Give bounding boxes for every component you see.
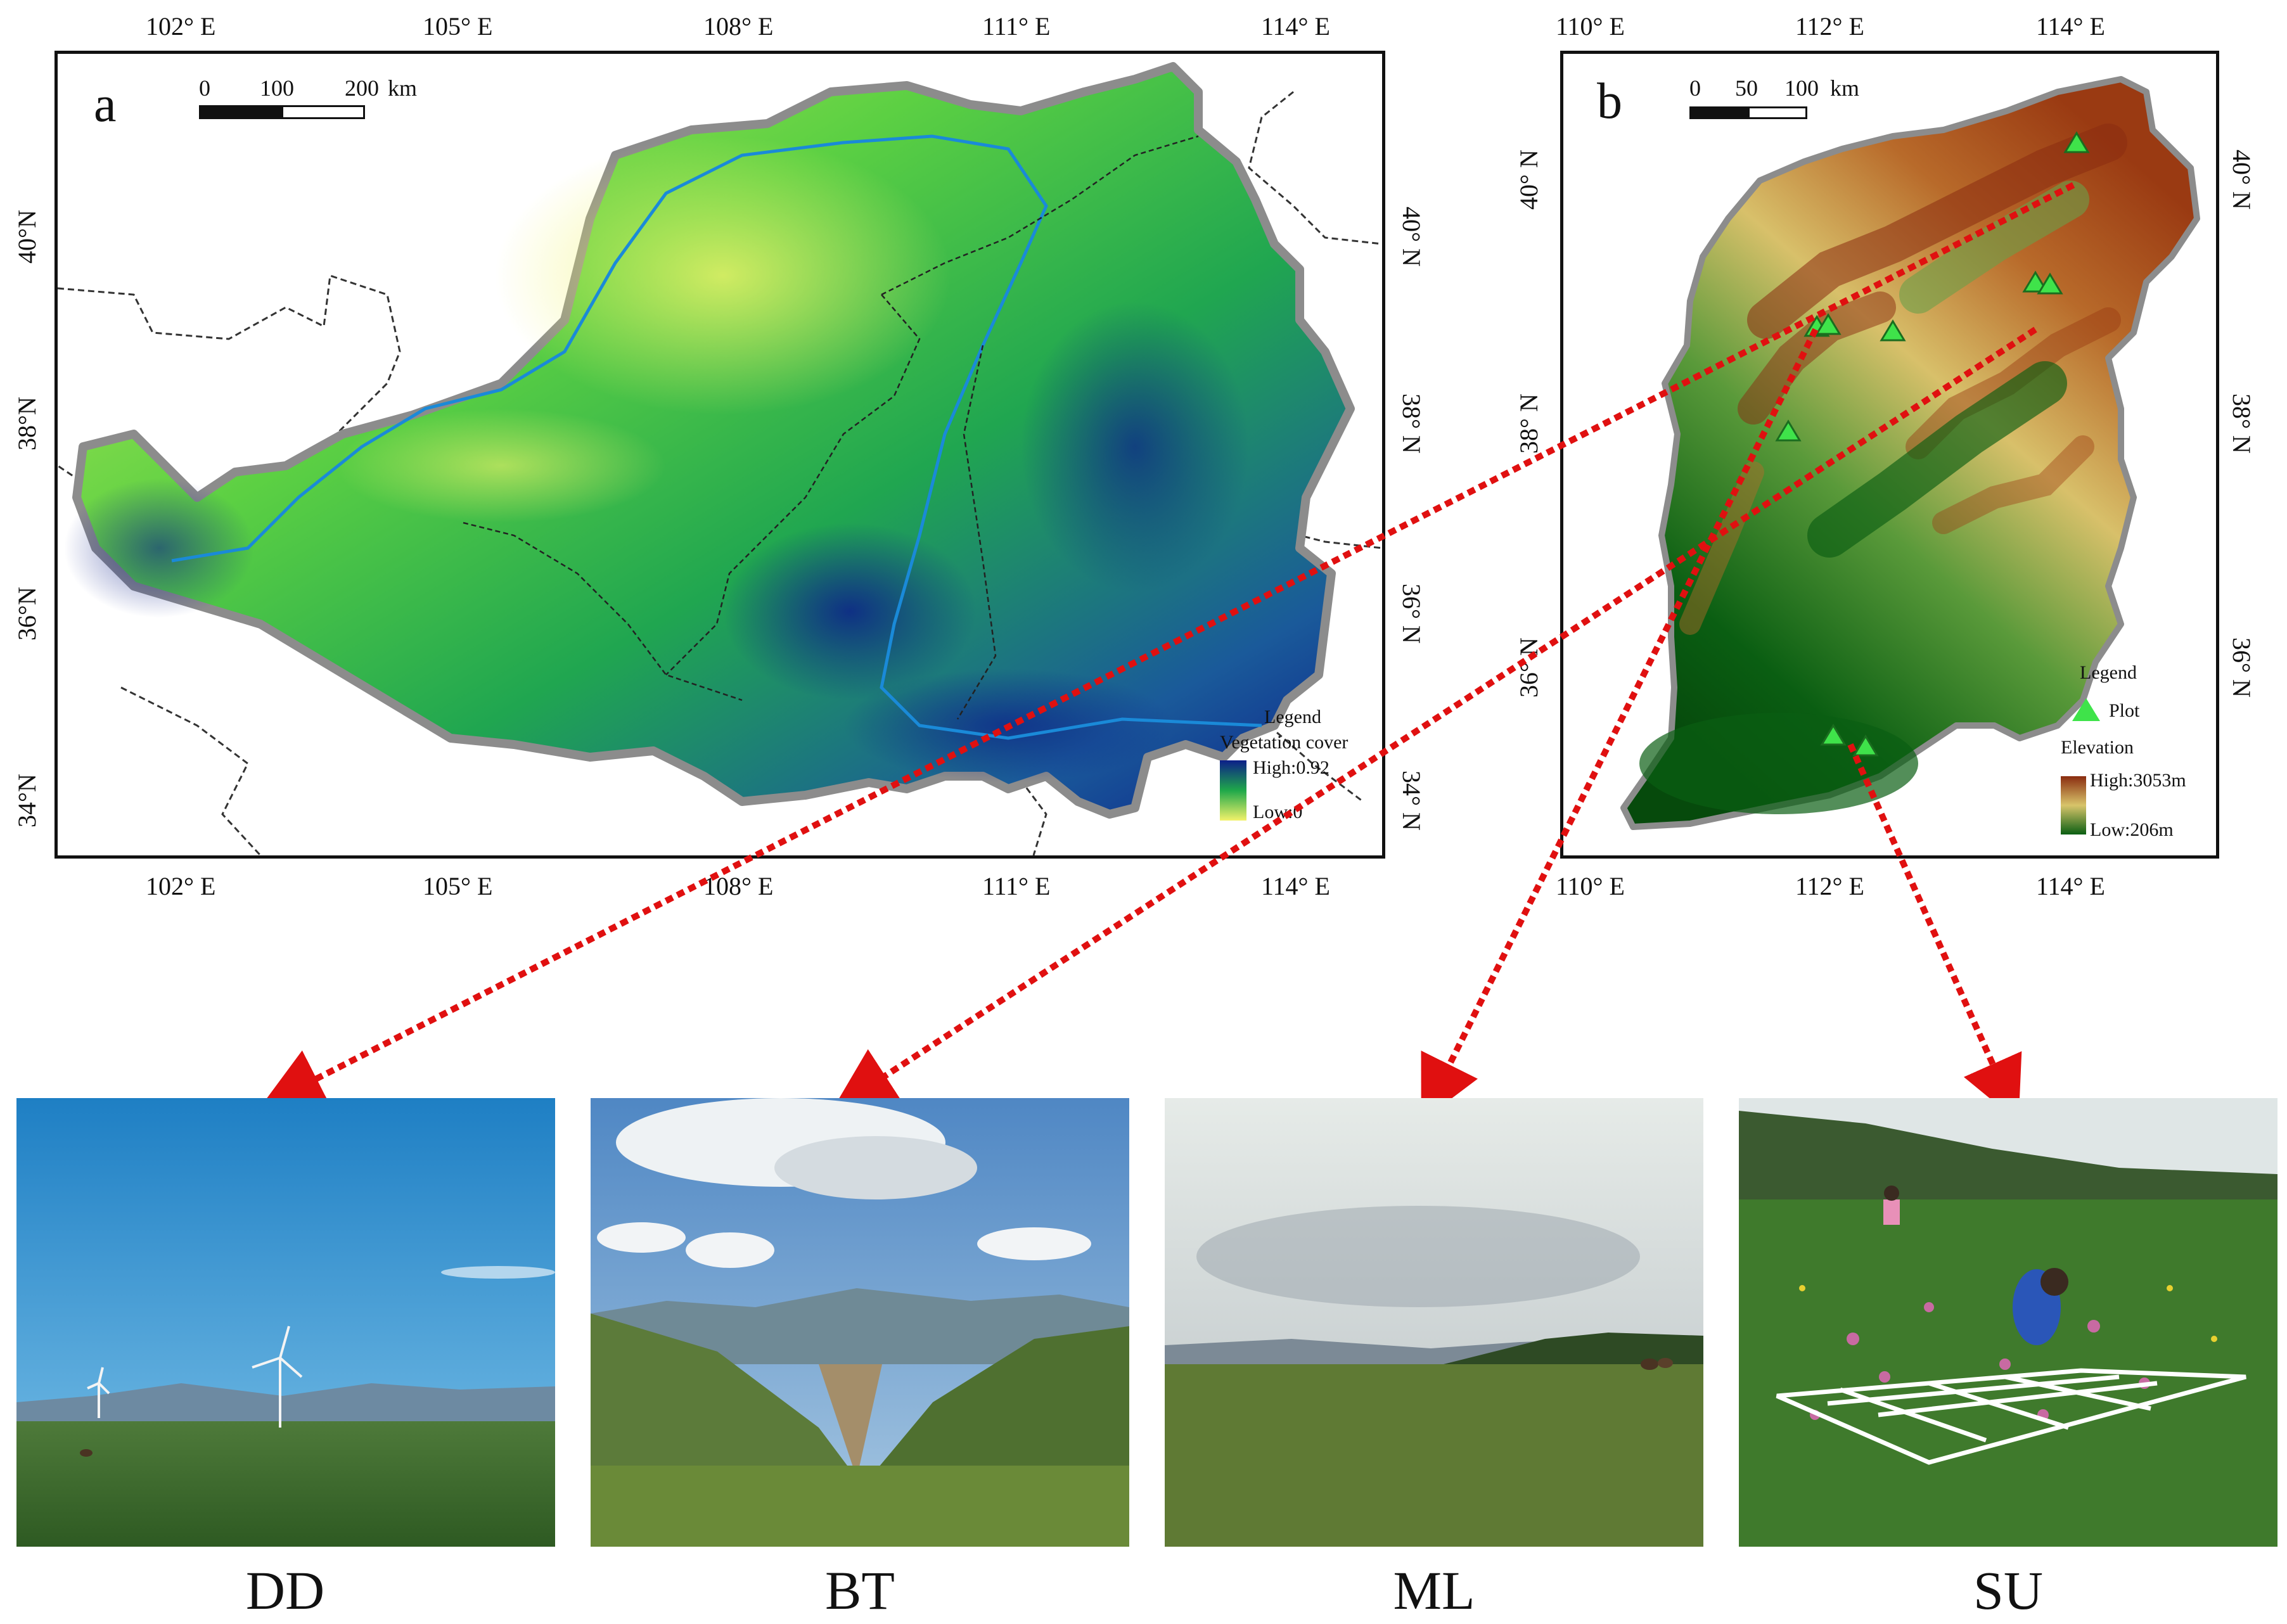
a-top-tick-105: 105° E [423,12,493,41]
panel-a-scalebar: 0 100 200 km [199,75,452,125]
legend-plot-label: Plot [2109,700,2140,721]
plot-marker [1815,313,1842,335]
legend-elevation-title: Elevation [2061,737,2134,758]
panel-b-letter: b [1597,74,1622,129]
caption-ml: ML [1393,1560,1475,1621]
panel-a-map-frame [54,51,1385,859]
scalebar-white-segment [281,105,365,119]
plot-marker [1775,419,1802,442]
scalebar-label-0: 0 [199,75,210,101]
a-bottom-tick-114: 114° E [1261,872,1330,900]
a-top-tick-111: 111° E [982,12,1051,41]
elevation-color-ramp [2061,776,2086,834]
photo-ml [1165,1098,1703,1547]
a-top-tick-102: 102° E [146,12,216,41]
caption-su: SU [1973,1560,2043,1621]
b-bottom-tick-112: 112° E [1795,872,1864,900]
plot-marker [1880,319,1906,342]
scalebar-white-segment [1748,106,1807,119]
caption-bt: BT [825,1560,895,1621]
scalebar-label-100: 100 [260,75,294,101]
b-top-tick-110: 110° E [1556,12,1625,41]
legend-title: Legend [1264,707,1321,727]
legend-high: High:0.92 [1253,757,1329,778]
legend-title: Legend [2080,662,2137,683]
legend-high: High:3053m [2090,770,2186,791]
arrow-to-ml [1421,328,1819,1122]
panel-b-legend: Legend Plot Elevation High:3053m Low:206… [2061,662,2219,852]
arrow-to-su [1847,743,2022,1122]
legend-low: Low:206m [2090,819,2174,840]
photo-bt [591,1098,1129,1547]
legend-subtitle: Vegetation cover [1220,732,1348,753]
plot-markers [1775,131,2090,757]
a-bottom-tick-105: 105° E [423,872,493,900]
panel-a-letter: a [94,77,117,132]
plot-marker [2022,271,2049,293]
plot-marker [2063,131,2090,153]
b-top-tick-114: 114° E [2036,12,2105,41]
scalebar-label-0: 0 [1689,75,1701,101]
b-top-tick-112: 112° E [1795,12,1864,41]
scalebar-label-50: 50 [1735,75,1758,101]
a-bottom-tick-102: 102° E [146,872,216,900]
arrow-to-dd [260,182,2075,1108]
b-bottom-tick-114: 114° E [2036,872,2105,900]
panel-a-legend: Legend Vegetation cover High:0.92 Low:0 [1220,707,1385,852]
a-bottom-tick-111: 111° E [982,872,1051,900]
scalebar-unit: km [388,75,418,101]
plot-marker [1852,734,1879,757]
vegetation-color-ramp [1220,760,1246,821]
photo-su [1739,1098,2277,1547]
panel-b-map-frame [1560,51,2219,859]
photo-dd [16,1098,555,1547]
plot-marker [1820,724,1847,746]
arrow-to-bt [832,326,2037,1111]
plot-legend-icon [2072,698,2100,721]
panel-b-map [1620,76,2200,830]
panel-b-scalebar: 0 50 100 km [1689,75,1880,125]
scalebar-label-200: 200 [345,75,379,101]
plot-marker [2037,272,2063,295]
caption-dd: DD [245,1560,325,1621]
a-top-tick-108: 108° E [703,12,774,41]
b-bottom-tick-110: 110° E [1556,872,1625,900]
scalebar-unit: km [1830,75,1860,101]
a-top-tick-114: 114° E [1261,12,1330,41]
scalebar-label-100: 100 [1784,75,1819,101]
